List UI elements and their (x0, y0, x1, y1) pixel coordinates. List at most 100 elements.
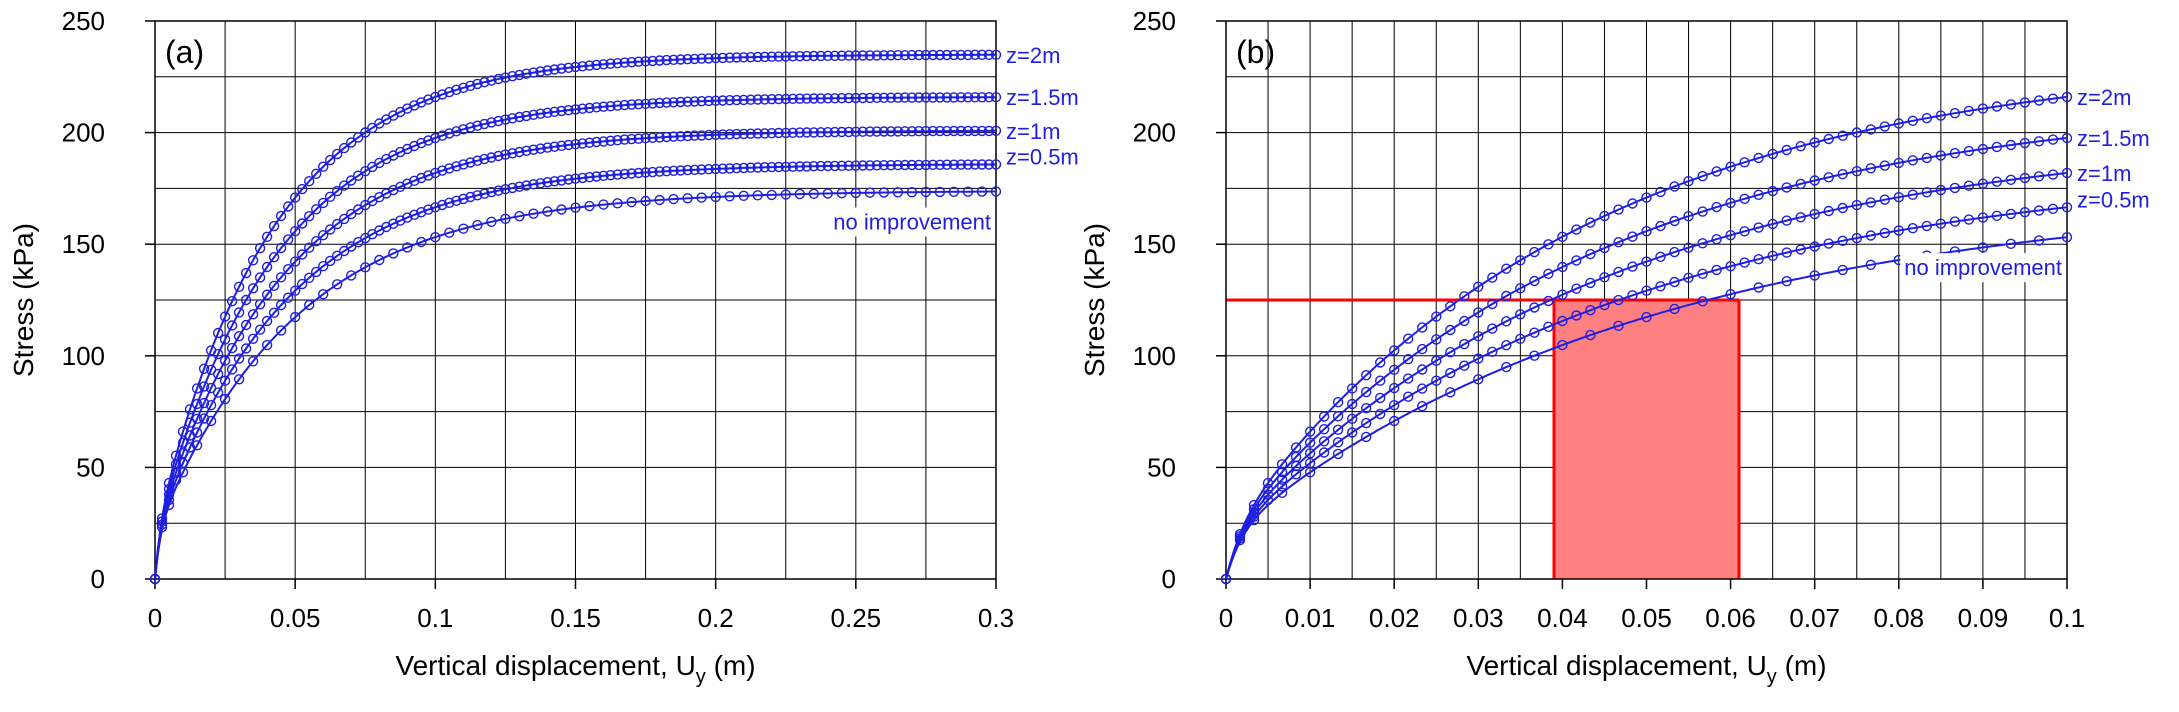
series-line (1225, 171, 2068, 580)
data-point (836, 50, 847, 61)
data-point (388, 248, 399, 259)
data-point (500, 149, 511, 160)
data-point (451, 195, 462, 207)
data-point (1318, 411, 1330, 422)
data-point (514, 181, 525, 192)
data-point (1557, 231, 1568, 243)
data-point (1935, 150, 1947, 161)
data-point (212, 348, 224, 360)
data-point (472, 78, 483, 90)
data-point (479, 188, 490, 199)
data-point (864, 92, 876, 104)
data-point (521, 68, 532, 79)
series-label: z=1m (2077, 161, 2131, 186)
data-point (654, 132, 665, 143)
data-point (339, 213, 350, 225)
data-point (1543, 295, 1554, 307)
data-point (542, 65, 553, 76)
data-point (1697, 296, 1708, 307)
data-point (738, 52, 749, 63)
x-tick-label: 0.3 (978, 603, 1014, 633)
data-point (465, 191, 476, 203)
data-point (1837, 168, 1848, 180)
data-point (458, 223, 469, 234)
data-point (226, 364, 238, 375)
data-point (430, 132, 441, 144)
data-point (1753, 189, 1764, 201)
data-point (1332, 448, 1344, 460)
data-point (780, 51, 791, 62)
data-point (1935, 184, 1947, 196)
data-point (745, 162, 756, 173)
data-point (878, 50, 890, 61)
data-point (451, 126, 462, 137)
data-point (1753, 282, 1764, 293)
data-point (1697, 238, 1708, 249)
data-point (955, 159, 967, 170)
x-tick-label: 0.05 (1621, 603, 1672, 633)
data-point (346, 137, 357, 148)
data-point (528, 208, 539, 219)
data-point (787, 127, 798, 139)
data-point (787, 93, 798, 105)
data-point (661, 97, 672, 108)
data-point (1501, 316, 1512, 327)
data-point (640, 132, 651, 144)
data-point (1501, 361, 1512, 373)
data-point (261, 289, 273, 300)
data-point (1374, 392, 1386, 404)
data-point (773, 161, 784, 173)
data-point (191, 440, 203, 451)
series-0: z=2m (149, 43, 1060, 585)
data-point (247, 356, 259, 367)
data-point (1739, 193, 1750, 205)
data-point (1360, 431, 1372, 443)
data-point (472, 155, 483, 166)
data-point (1416, 364, 1428, 375)
data-point (170, 467, 182, 478)
data-point (1893, 157, 1905, 169)
data-point (1557, 289, 1568, 300)
data-point (318, 289, 329, 300)
y-tick-label: 100 (1133, 341, 1176, 371)
data-point (724, 191, 735, 202)
data-point (325, 224, 336, 235)
data-point (591, 171, 602, 182)
data-point (1445, 324, 1456, 336)
data-point (1613, 266, 1624, 278)
data-point (416, 236, 427, 248)
x-tick-label: 0.08 (1873, 603, 1924, 633)
data-point (1543, 268, 1554, 279)
chart-panel-b: 0 0.01 0.02 0.03 0.04 0.05 0.06 0.07 0.08 0.09 0.1… (1079, 6, 2150, 688)
data-point (941, 159, 953, 170)
data-point (605, 100, 616, 112)
data-point (507, 113, 518, 124)
data-point (668, 97, 679, 108)
data-point (1360, 386, 1372, 398)
data-point (780, 161, 791, 173)
data-point (1865, 197, 1877, 208)
data-point (500, 213, 511, 225)
data-point (444, 227, 455, 238)
data-point (633, 98, 644, 110)
data-point (626, 57, 637, 68)
data-point (1276, 459, 1288, 470)
data-point (983, 159, 995, 170)
data-point (1739, 157, 1750, 168)
data-point (591, 59, 602, 71)
data-point (969, 92, 981, 103)
data-point (1627, 261, 1638, 272)
data-point (766, 127, 777, 139)
data-point (612, 134, 623, 146)
data-point (346, 270, 357, 281)
data-point (647, 98, 658, 109)
data-point (927, 125, 939, 137)
data-point (1949, 107, 1961, 119)
data-point (1809, 208, 1820, 220)
data-point (619, 57, 630, 68)
data-point (661, 165, 672, 177)
data-point (1276, 487, 1288, 498)
x-tick-label: 0.09 (1958, 603, 2009, 633)
data-point (1318, 424, 1330, 435)
data-point (647, 132, 658, 144)
